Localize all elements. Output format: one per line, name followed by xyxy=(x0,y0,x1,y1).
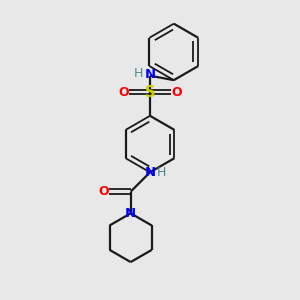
Text: N: N xyxy=(125,207,136,220)
Text: N: N xyxy=(144,166,156,179)
Text: H: H xyxy=(134,67,143,80)
Text: H: H xyxy=(157,166,166,179)
Text: O: O xyxy=(171,85,182,98)
Text: O: O xyxy=(118,85,129,98)
Text: S: S xyxy=(145,85,155,100)
Text: O: O xyxy=(99,185,109,198)
Text: N: N xyxy=(144,68,156,81)
